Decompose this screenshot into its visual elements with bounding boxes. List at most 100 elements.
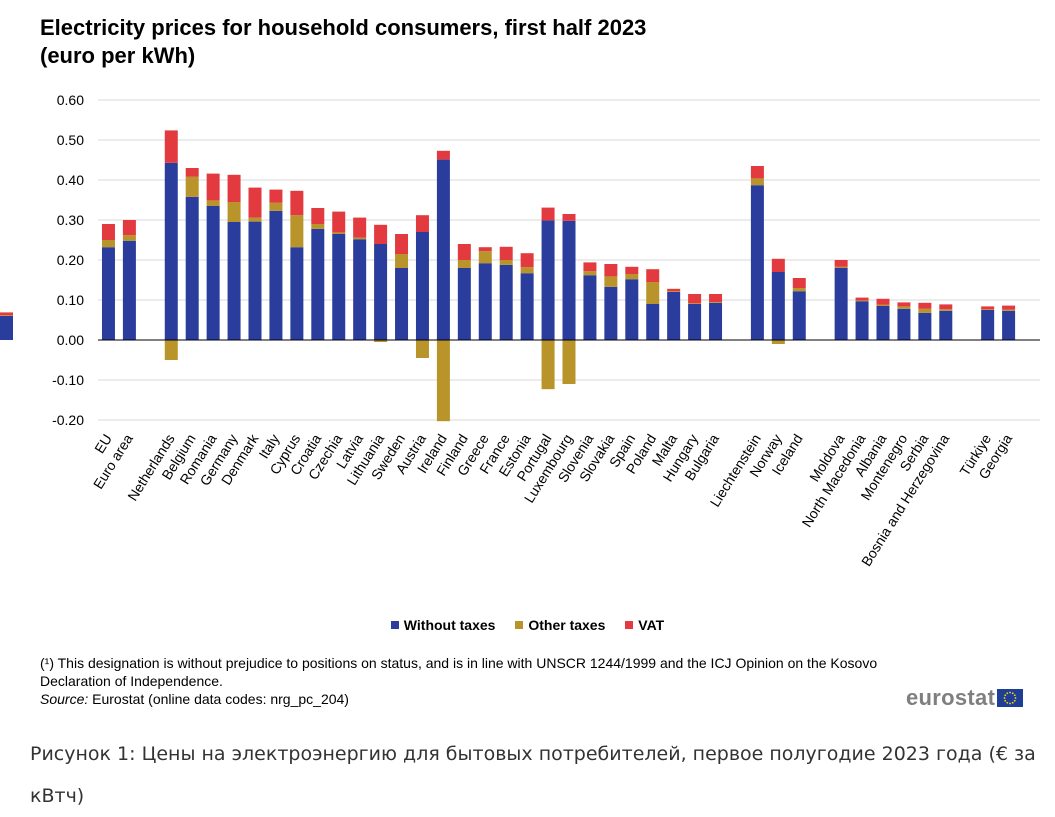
- bar-other-taxes: [332, 232, 346, 234]
- bar-without-taxes: [625, 279, 639, 340]
- bar-without-taxes: [0, 316, 13, 340]
- source-label: Source:: [40, 691, 89, 707]
- bar-without-taxes: [353, 239, 367, 340]
- bar-vat: [0, 312, 13, 316]
- bar-other-taxes: [374, 340, 388, 342]
- y-tick-label: 0.20: [57, 252, 84, 268]
- title-line-1: Electricity prices for household consume…: [40, 15, 647, 40]
- bar-vat: [918, 302, 932, 309]
- y-tick-label: 0.00: [57, 332, 84, 348]
- bar-vat: [688, 294, 702, 304]
- bar-other-taxes: [499, 260, 513, 265]
- bar-without-taxes: [792, 291, 806, 340]
- bar-vat: [499, 246, 513, 260]
- bar-other-taxes: [876, 304, 890, 306]
- bar-without-taxes: [436, 159, 450, 340]
- bar-other-taxes: [834, 266, 848, 268]
- logo-text: eurostat: [906, 685, 996, 710]
- bar-other-taxes: [646, 282, 660, 304]
- y-tick-label: 0.40: [57, 172, 84, 188]
- bar-without-taxes: [771, 272, 785, 340]
- bar-vat: [206, 173, 220, 201]
- bar-other-taxes: [541, 340, 555, 390]
- bar-without-taxes: [311, 228, 325, 340]
- bar-vat: [185, 168, 199, 177]
- bar-without-taxes: [562, 220, 576, 340]
- bar-vat: [646, 269, 660, 282]
- bar-vat: [939, 304, 953, 310]
- bar-without-taxes: [667, 292, 681, 340]
- bar-vat: [897, 302, 911, 307]
- bar-without-taxes: [981, 310, 995, 340]
- bar-other-taxes: [269, 202, 283, 211]
- bar-without-taxes: [185, 196, 199, 340]
- bar-vat: [415, 215, 429, 232]
- bar-without-taxes: [206, 206, 220, 340]
- bar-vat: [269, 189, 283, 203]
- bar-vat: [374, 224, 388, 244]
- bar-other-taxes: [939, 309, 953, 311]
- bar-other-taxes: [667, 291, 681, 292]
- legend-swatch-other-taxes: [515, 621, 524, 630]
- bar-vat: [395, 234, 409, 254]
- source-line: Source: Eurostat (online data codes: nrg…: [40, 690, 900, 708]
- bar-without-taxes: [855, 301, 869, 340]
- bar-other-taxes: [478, 251, 492, 264]
- y-tick-label: 0.30: [57, 212, 84, 228]
- bar-vat: [122, 220, 136, 236]
- bar-vat: [583, 262, 597, 272]
- bar-vat: [436, 150, 450, 160]
- bar-without-taxes: [583, 275, 597, 340]
- bar-other-taxes: [520, 267, 534, 274]
- bar-other-taxes: [583, 271, 597, 276]
- chart: 0.600.500.400.300.200.100.00-0.10-0.20EU…: [0, 92, 1040, 569]
- bar-vat: [290, 190, 304, 216]
- bar-other-taxes: [457, 260, 471, 268]
- eu-flag-icon: [997, 689, 1024, 707]
- notes: (¹) This designation is without prejudic…: [40, 654, 900, 708]
- bar-vat: [562, 214, 576, 221]
- bar-other-taxes: [122, 235, 136, 241]
- bar-vat: [750, 166, 764, 179]
- bar-without-taxes: [164, 162, 178, 340]
- bar-without-taxes: [876, 306, 890, 340]
- legend-item-other-taxes: Other taxes: [515, 617, 605, 633]
- bar-other-taxes: [436, 340, 450, 422]
- y-tick-label: 0.10: [57, 292, 84, 308]
- bar-without-taxes: [834, 268, 848, 340]
- bar-vat: [1002, 305, 1016, 310]
- bar-vat: [855, 297, 869, 301]
- bar-other-taxes: [353, 237, 367, 240]
- bar-vat: [101, 224, 115, 240]
- bar-other-taxes: [918, 308, 932, 313]
- bar-without-taxes: [269, 210, 283, 340]
- bar-without-taxes: [750, 185, 764, 340]
- bar-vat: [667, 288, 681, 292]
- bar-without-taxes: [918, 312, 932, 340]
- bar-other-taxes: [625, 274, 639, 280]
- bar-without-taxes: [541, 220, 555, 340]
- bar-vat: [227, 174, 241, 202]
- bar-other-taxes: [248, 217, 262, 222]
- bar-without-taxes: [897, 308, 911, 340]
- bar-vat: [709, 294, 723, 302]
- bar-without-taxes: [646, 304, 660, 340]
- bar-other-taxes: [750, 178, 764, 186]
- bar-vat: [353, 217, 367, 238]
- bar-vat: [520, 253, 534, 268]
- bar-other-taxes: [688, 303, 702, 304]
- legend-swatch-without-taxes: [390, 621, 399, 630]
- legend-label: VAT: [638, 617, 665, 633]
- bar-without-taxes: [415, 232, 429, 340]
- bar-without-taxes: [709, 302, 723, 340]
- bar-vat: [332, 211, 346, 233]
- bar-other-taxes: [1002, 309, 1016, 311]
- bar-without-taxes: [499, 264, 513, 340]
- legend-label: Other taxes: [528, 617, 606, 633]
- bar-without-taxes: [101, 247, 115, 340]
- footnote: (¹) This designation is without prejudic…: [40, 655, 878, 689]
- bar-other-taxes: [415, 340, 429, 358]
- chart-title: Electricity prices for household consume…: [40, 14, 646, 70]
- bar-other-taxes: [227, 202, 241, 222]
- bar-without-taxes: [1002, 310, 1016, 340]
